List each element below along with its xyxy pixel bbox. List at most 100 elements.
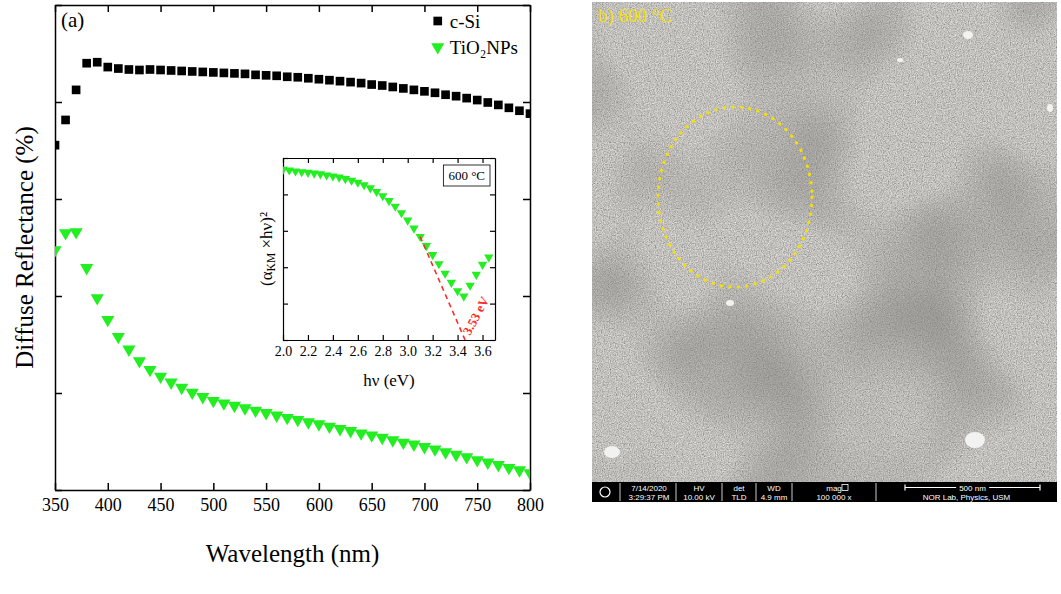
info-text: 4.9 mm — [761, 493, 788, 502]
tick: 3.6 — [474, 335, 492, 359]
tick-mark — [482, 158, 483, 163]
tick-mark — [490, 304, 495, 305]
particle — [963, 31, 973, 39]
tick-mark — [55, 5, 62, 7]
tick-mark — [482, 335, 483, 340]
point — [217, 399, 230, 410]
tick: 2.2 — [300, 335, 318, 359]
point — [283, 72, 292, 81]
tick — [523, 102, 530, 103]
point — [494, 101, 503, 110]
tick-mark — [160, 483, 162, 490]
point — [492, 461, 505, 472]
tick — [523, 393, 530, 394]
point — [376, 434, 389, 445]
point — [241, 70, 250, 79]
title-frame — [443, 165, 490, 186]
point — [462, 94, 471, 103]
tick — [55, 102, 62, 103]
point — [473, 96, 482, 105]
tick: 3.2 — [424, 335, 442, 359]
point — [143, 366, 156, 377]
plot-area — [283, 167, 493, 340]
tick-mark — [283, 304, 288, 305]
info-bar-background — [592, 482, 1057, 502]
chart: 2.02.22.42.62.83.03.23.43.6hν (eV)(αKM ×… — [248, 148, 505, 396]
tick-mark — [213, 5, 215, 12]
tick — [408, 158, 409, 163]
sem-texture — [592, 2, 1057, 482]
tick-label: 600 — [306, 495, 333, 515]
tick-label: 800 — [517, 495, 544, 515]
x-axis: 350400450500550600650700750800 — [42, 483, 544, 515]
tick-mark — [55, 296, 62, 298]
tick — [490, 267, 495, 268]
info-divider — [876, 483, 877, 501]
point — [386, 436, 399, 447]
tick — [283, 340, 288, 341]
figure-root: 350400450500550600650700750800Wavelength… — [0, 0, 1061, 594]
series — [420, 237, 465, 340]
point — [91, 294, 104, 305]
tick — [266, 5, 267, 12]
tick — [490, 231, 495, 232]
sem-panel: b) 600 °C7/14/20203:29:37 PMHV10.00 kVde… — [592, 2, 1057, 502]
tick: 550 — [253, 483, 280, 515]
tick-label: 500 — [200, 495, 227, 515]
point — [336, 77, 345, 86]
tick-mark — [283, 340, 288, 341]
tick-label: 2.8 — [375, 344, 393, 359]
point — [502, 464, 515, 475]
point — [450, 451, 463, 462]
point — [365, 431, 378, 442]
inset-background — [248, 148, 505, 396]
point — [80, 264, 93, 275]
x-axis-top — [284, 158, 496, 163]
point — [82, 59, 91, 68]
tick — [55, 490, 62, 491]
tick-mark — [408, 335, 409, 340]
point — [523, 469, 530, 480]
point — [333, 425, 346, 436]
point — [388, 83, 397, 92]
info-text: 7/14/2020 — [631, 484, 667, 493]
point — [315, 75, 324, 84]
point — [344, 427, 357, 438]
point — [420, 87, 429, 96]
y-axis — [283, 159, 288, 341]
particle — [1047, 104, 1053, 112]
tick-mark — [371, 483, 373, 490]
tick-label: 700 — [411, 495, 438, 515]
tick — [383, 158, 384, 163]
tick: 600 — [306, 483, 333, 515]
tick-mark — [266, 5, 268, 12]
info-divider — [756, 483, 757, 501]
tick-label: 3.2 — [424, 344, 442, 359]
point — [167, 66, 176, 75]
tick — [55, 5, 62, 6]
point — [293, 73, 302, 82]
point — [472, 272, 481, 280]
y-axis-title: (αKM ×hν)² — [257, 212, 278, 286]
point — [409, 226, 418, 234]
scale-bar-end — [1039, 485, 1040, 491]
plot-area — [55, 58, 530, 481]
tick — [523, 199, 530, 200]
x-axis: 2.02.22.42.62.83.03.23.43.6 — [275, 335, 496, 359]
point — [122, 346, 135, 357]
tick: 2.4 — [325, 335, 343, 359]
tick: 650 — [359, 483, 386, 515]
mag-icon — [842, 485, 848, 491]
tick-mark — [160, 5, 162, 12]
point — [323, 423, 336, 434]
point — [397, 210, 406, 218]
tick-mark — [457, 335, 458, 340]
tick-mark — [308, 158, 309, 163]
tick: 500 — [200, 483, 227, 515]
point — [55, 141, 59, 150]
tick-mark — [319, 5, 321, 12]
x-axis-title: hν (eV) — [363, 371, 415, 390]
point — [428, 445, 441, 456]
tick-label: 350 — [42, 495, 69, 515]
point — [112, 333, 125, 344]
